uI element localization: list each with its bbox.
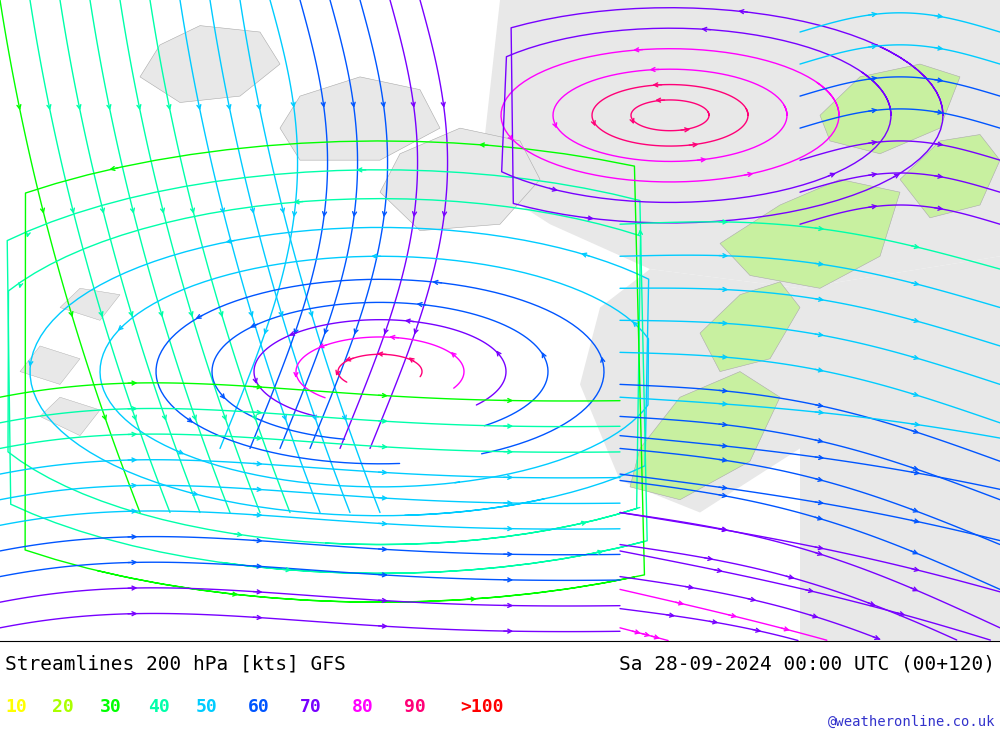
Text: 30: 30 <box>100 699 122 716</box>
Polygon shape <box>700 282 800 372</box>
Polygon shape <box>20 346 80 384</box>
Polygon shape <box>630 372 780 500</box>
Polygon shape <box>480 0 1000 288</box>
Text: Streamlines 200 hPa [kts] GFS: Streamlines 200 hPa [kts] GFS <box>5 655 346 674</box>
Text: @weatheronline.co.uk: @weatheronline.co.uk <box>828 715 995 729</box>
Text: 50: 50 <box>196 699 218 716</box>
Polygon shape <box>580 269 800 512</box>
Text: 90: 90 <box>404 699 426 716</box>
Text: 80: 80 <box>352 699 374 716</box>
Text: 70: 70 <box>300 699 322 716</box>
Polygon shape <box>720 180 900 288</box>
Text: 20: 20 <box>52 699 74 716</box>
Text: 10: 10 <box>5 699 27 716</box>
Text: >100: >100 <box>460 699 504 716</box>
Polygon shape <box>800 257 1000 641</box>
Polygon shape <box>820 64 960 154</box>
Polygon shape <box>140 26 280 103</box>
Text: Sa 28-09-2024 00:00 UTC (00+120): Sa 28-09-2024 00:00 UTC (00+120) <box>619 655 995 674</box>
Text: 60: 60 <box>248 699 270 716</box>
Polygon shape <box>280 77 440 160</box>
Text: 40: 40 <box>148 699 170 716</box>
Polygon shape <box>380 128 540 231</box>
Polygon shape <box>900 135 1000 218</box>
Polygon shape <box>40 397 100 435</box>
Polygon shape <box>60 288 120 320</box>
